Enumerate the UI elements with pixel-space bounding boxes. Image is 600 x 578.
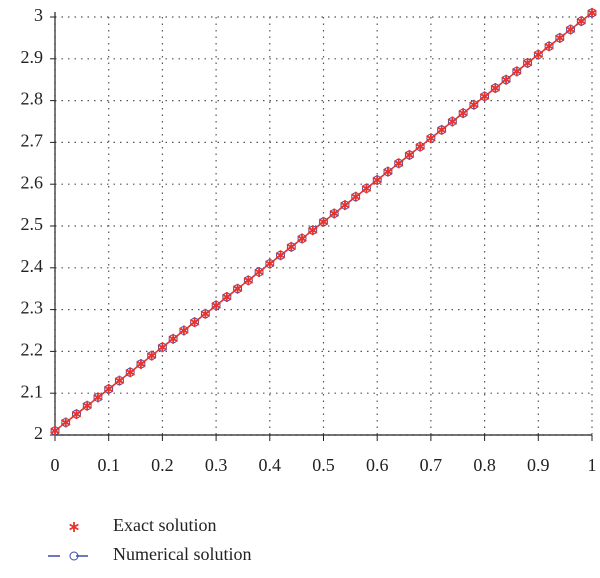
star-marker (157, 342, 168, 353)
star-marker (415, 141, 425, 152)
star-marker (211, 300, 221, 311)
star-marker (60, 417, 71, 428)
star-marker (103, 384, 114, 395)
star-marker (243, 275, 254, 286)
x-tick-label: 0.5 (312, 455, 335, 475)
star-marker (275, 250, 286, 261)
star-marker (576, 16, 587, 27)
star-marker (222, 292, 232, 303)
x-tick-label: 0 (51, 455, 60, 475)
y-tick-label: 2.3 (21, 298, 44, 318)
x-tick-label: 0.1 (97, 455, 120, 475)
star-marker (82, 400, 93, 411)
star-marker (501, 74, 511, 85)
x-tick-label: 0.9 (527, 455, 550, 475)
star-marker (307, 225, 318, 236)
star-marker (125, 367, 135, 378)
y-tick-label: 3 (34, 5, 43, 25)
y-tick-label: 2.9 (21, 47, 44, 67)
star-marker (469, 99, 479, 110)
star-marker (318, 216, 329, 227)
legend-label: Exact solution (113, 515, 216, 535)
star-marker (136, 358, 146, 369)
y-tick-label: 2.1 (21, 381, 44, 401)
x-tick-label: 0.4 (259, 455, 282, 475)
x-tick-label: 0.2 (151, 455, 174, 475)
y-tick-label: 2.2 (21, 340, 44, 360)
star-marker (146, 350, 157, 361)
x-tick-label: 0.8 (473, 455, 496, 475)
x-tick-label: 1 (588, 455, 597, 475)
star-marker (93, 392, 103, 403)
star-marker (114, 375, 125, 386)
star-marker (458, 108, 468, 119)
star-marker (297, 233, 307, 244)
star-marker (372, 175, 382, 186)
legend-marker (69, 551, 79, 561)
y-tick-label: 2.6 (21, 172, 44, 192)
y-tick-label: 2.5 (21, 214, 44, 234)
y-tick-label: 2.8 (21, 89, 44, 109)
star-marker (350, 191, 361, 202)
star-marker (479, 91, 490, 102)
legend-marker (69, 522, 79, 532)
star-marker (447, 116, 458, 127)
star-marker (565, 24, 576, 35)
star-marker (50, 425, 60, 436)
star-marker (426, 133, 436, 144)
star-marker (383, 166, 393, 177)
star-marker (254, 266, 264, 277)
star-marker (361, 183, 372, 194)
star-marker (189, 317, 200, 328)
star-marker (533, 49, 544, 60)
star-marker (544, 41, 554, 52)
star-marker (436, 124, 447, 135)
star-marker (340, 200, 350, 211)
x-tick-label: 0.6 (366, 455, 389, 475)
y-tick-label: 2.4 (21, 256, 44, 276)
y-tick-label: 2.7 (21, 131, 44, 151)
star-marker (522, 57, 533, 68)
star-marker (512, 66, 522, 77)
star-marker (329, 208, 340, 219)
x-tick-label: 0.7 (420, 455, 443, 475)
star-marker (286, 241, 297, 252)
legend-label: Numerical solution (113, 544, 251, 564)
star-marker (71, 409, 82, 420)
star-marker (490, 83, 501, 94)
star-marker (179, 325, 189, 336)
star-marker (265, 258, 275, 269)
star-marker (404, 149, 415, 160)
x-tick-label: 0.3 (205, 455, 228, 475)
y-tick-label: 2 (34, 423, 43, 443)
star-marker (200, 308, 211, 319)
star-marker (393, 158, 404, 169)
star-marker (587, 7, 597, 18)
star-marker (168, 333, 178, 344)
star-marker (554, 32, 565, 43)
star-marker (232, 283, 243, 294)
